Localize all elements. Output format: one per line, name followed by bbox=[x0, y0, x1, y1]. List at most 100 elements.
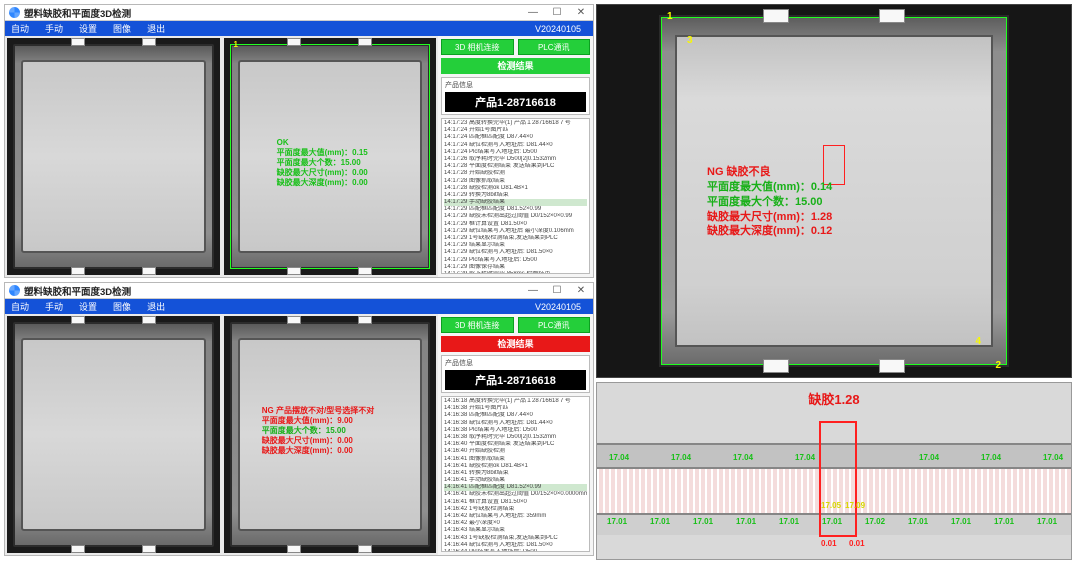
meas-defect-depth: 0.01 bbox=[849, 539, 865, 548]
window-controls: — ☐ ✕ bbox=[525, 285, 589, 296]
plc-comm-button[interactable]: PLC通讯 bbox=[518, 39, 591, 55]
meas-defect-depth: 0.01 bbox=[821, 539, 837, 548]
log-row: 14:17:24 匹配框匹配度 D87.44×0 bbox=[444, 134, 587, 141]
log-row: 14:17:28 缺胶检测ok D81.4B×1 bbox=[444, 185, 587, 192]
meas-upper: 17.04 bbox=[981, 453, 1001, 462]
version-text: V20240105 bbox=[535, 302, 581, 312]
meas-upper: 17.04 bbox=[733, 453, 753, 462]
log-row: 14:17:29 框计算设置 D81.50×0 bbox=[444, 221, 587, 228]
maximize-button[interactable]: ☐ bbox=[549, 285, 565, 296]
log-row: 14:17:24 Plc结果写入地址后: D500 bbox=[444, 149, 587, 156]
meas-upper: 17.04 bbox=[795, 453, 815, 462]
minimize-button[interactable]: — bbox=[525, 7, 541, 18]
meas-defect: 17.09 bbox=[845, 501, 865, 510]
menu-auto[interactable]: 自动 bbox=[11, 300, 29, 313]
maximize-button[interactable]: ☐ bbox=[549, 7, 565, 18]
close-button[interactable]: ✕ bbox=[573, 285, 589, 296]
corner-num-4: 4 bbox=[975, 336, 981, 347]
log-row: 14:16:41 匹配框匹配度 D81.52×0.99 bbox=[444, 484, 587, 491]
close-button[interactable]: ✕ bbox=[573, 7, 589, 18]
version-text: V20240105 bbox=[535, 24, 581, 34]
titlebar: 塑料缺胶和平面度3D检测 — ☐ ✕ bbox=[5, 283, 593, 299]
xsection-title: 缺胶1.28 bbox=[808, 389, 859, 408]
meas-upper: 17.04 bbox=[1043, 453, 1063, 462]
product-label: 产品信息 bbox=[445, 80, 586, 90]
log-row: 14:16:43 1号缺胶检测结束,发送结果到PLC bbox=[444, 535, 587, 542]
right-panel: 3D 相机连接 PLC通讯 检测结果 产品信息 产品1-28716618 14:… bbox=[438, 314, 593, 555]
log-row: 14:17:24 缺位检测写入地址后: D81.44×0 bbox=[444, 142, 587, 149]
meas-lower: 17.01 bbox=[650, 517, 670, 526]
log-row: 14:16:41 框计算设置 D81.50×0 bbox=[444, 499, 587, 506]
app-logo-icon bbox=[9, 285, 20, 296]
titlebar: 塑料缺胶和平面度3D检测 — ☐ ✕ bbox=[5, 5, 593, 21]
menu-manual[interactable]: 手动 bbox=[45, 300, 63, 313]
app-title: 塑料缺胶和平面度3D检测 bbox=[24, 6, 131, 20]
meas-lower: 17.02 bbox=[865, 517, 885, 526]
log-row: 14:17:29 Plc结果写入地址后: D500 bbox=[444, 257, 587, 264]
cross-section-view: 缺胶1.28 17.04 17.04 17.04 17.04 17.04 17.04 17.… bbox=[596, 382, 1072, 560]
meas-upper: 17.04 bbox=[671, 453, 691, 462]
log-row: 14:17:29 缺位检测写入地址后: D81.50×0 bbox=[444, 249, 587, 256]
product-value: 产品1-28716618 bbox=[445, 92, 586, 112]
meas-lower: 17.01 bbox=[1037, 517, 1057, 526]
meas-defect: 17.05 bbox=[821, 501, 841, 510]
result-bar: 检测结果 bbox=[441, 58, 590, 74]
menu-exit[interactable]: 退出 bbox=[147, 300, 165, 313]
menu-image[interactable]: 图像 bbox=[113, 22, 131, 35]
log-row: 14:17:29 匹配框匹配度 D81.52×0.99 bbox=[444, 206, 587, 213]
log-row: 14:16:41 图像抓取结束 bbox=[444, 456, 587, 463]
log-row: 14:17:29 手动缺胶结果 bbox=[444, 199, 587, 206]
log-row: 14:17:28 平面度检测结束 发送结果到PLC bbox=[444, 163, 587, 170]
product-label: 产品信息 bbox=[445, 358, 586, 368]
log-row: 14:16:38 匹配框匹配度 D87.44×0 bbox=[444, 412, 587, 419]
minimize-button[interactable]: — bbox=[525, 285, 541, 296]
log-row: 14:17:28 开始缺胶检测 bbox=[444, 170, 587, 177]
scan-pane-left bbox=[7, 38, 220, 275]
meas-lower: 17.01 bbox=[822, 517, 842, 526]
log-panel[interactable]: 14:16:18 高度转换完毕(1) 产品１28716618７号 14:16:38… bbox=[441, 396, 590, 552]
connect-camera-button[interactable]: 3D 相机连接 bbox=[441, 39, 514, 55]
corner-num-3: 3 bbox=[687, 35, 693, 46]
menu-exit[interactable]: 退出 bbox=[147, 22, 165, 35]
scan-pane-right: 1 OK 平面度最大值(mm)：0.15 平面度最大个数：15.00 缺胶最大尺… bbox=[224, 38, 437, 275]
meas-lower: 17.01 bbox=[779, 517, 799, 526]
log-row: 14:16:44 Plc结果写入地址后: D500 bbox=[444, 549, 587, 552]
plc-comm-button[interactable]: PLC通讯 bbox=[518, 317, 591, 333]
log-row: 14:17:29 1号缺胶检测结束,发送结果到PLC bbox=[444, 235, 587, 242]
log-row: 14:16:18 高度转换完毕(1) 产品１28716618７号 bbox=[444, 398, 587, 405]
log-row: 14:16:38 取序耗时完毕 D500[2]0.1532mm bbox=[444, 434, 587, 441]
meas-lower: 17.01 bbox=[908, 517, 928, 526]
log-row: 14:17:29 结果显示结束 bbox=[444, 242, 587, 249]
app-logo-icon bbox=[9, 7, 20, 18]
log-row: 14:16:42 1号缺胶检测结束 bbox=[444, 506, 587, 513]
enlarged-scan-view: 1 2 3 4 NG 缺胶不良 平面度最大值(mm)：0.14 平面度最大个数：… bbox=[596, 4, 1072, 378]
menu-manual[interactable]: 手动 bbox=[45, 22, 63, 35]
log-row: 14:16:38 缺位检测写入地址后: D81.44×0 bbox=[444, 420, 587, 427]
log-row: 14:16:44 缺位检测写入地址后: D81.50×0 bbox=[444, 542, 587, 549]
log-row: 14:16:40 平面度检测结束 发送结果到PLC bbox=[444, 441, 587, 448]
menu-config[interactable]: 设置 bbox=[79, 300, 97, 313]
overlay-big: NG 缺胶不良 平面度最大值(mm)：0.14 平面度最大个数：15.00 缺胶… bbox=[707, 165, 832, 239]
connect-camera-button[interactable]: 3D 相机连接 bbox=[441, 317, 514, 333]
log-row: 14:16:41 缺胶未检测出超过阈值 D0/152×0×0.0000mm bbox=[444, 491, 587, 498]
log-row: 14:16:42 最小深度×0 bbox=[444, 520, 587, 527]
app-title: 塑料缺胶和平面度3D检测 bbox=[24, 284, 131, 298]
scan-pane-left bbox=[7, 316, 220, 553]
meas-lower: 17.01 bbox=[994, 517, 1014, 526]
meas-upper: 17.04 bbox=[609, 453, 629, 462]
log-row: 14:17:29 转换为8bit结束 bbox=[444, 192, 587, 199]
right-panel: 3D 相机连接 PLC通讯 检测结果 产品信息 产品1-28716618 14:… bbox=[438, 36, 593, 277]
corner-num-1: 1 bbox=[667, 11, 673, 22]
log-row: 14:16:41 转换为8bit结束 bbox=[444, 470, 587, 477]
menu-config[interactable]: 设置 bbox=[79, 22, 97, 35]
log-panel[interactable]: 14:17:23 高度转换完毕(1) 产品１28716618７号14:17:24… bbox=[441, 118, 590, 274]
product-value: 产品1-28716618 bbox=[445, 370, 586, 390]
log-row: 14:17:24 开始1号图片匹 bbox=[444, 127, 587, 134]
meas-lower: 17.01 bbox=[951, 517, 971, 526]
log-row: 14:16:40 开始缺胶检测 bbox=[444, 448, 587, 455]
log-row: 14:17:29 取下耗时完毕 858ms 检图结束 bbox=[444, 271, 587, 274]
menu-image[interactable]: 图像 bbox=[113, 300, 131, 313]
log-row: 14:16:38 Plc结果写入地址后: D500 bbox=[444, 427, 587, 434]
menubar: 自动 手动 设置 图像 退出 V20240105 bbox=[5, 299, 593, 314]
menu-auto[interactable]: 自动 bbox=[11, 22, 29, 35]
